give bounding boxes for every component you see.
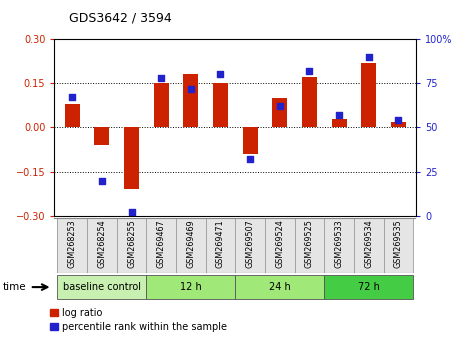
Point xyxy=(217,72,224,77)
Bar xyxy=(236,218,265,273)
Text: 24 h: 24 h xyxy=(269,282,291,292)
Bar xyxy=(302,77,317,127)
Text: GSM268255: GSM268255 xyxy=(127,219,136,268)
Text: GSM268254: GSM268254 xyxy=(97,219,106,268)
Bar xyxy=(57,275,146,299)
Point xyxy=(128,210,135,215)
Text: GSM269507: GSM269507 xyxy=(245,219,254,268)
Bar xyxy=(154,83,168,127)
Bar xyxy=(354,218,384,273)
Text: GSM269524: GSM269524 xyxy=(275,219,284,268)
Bar xyxy=(206,218,236,273)
Bar xyxy=(272,98,287,127)
Point xyxy=(335,112,343,118)
Point xyxy=(98,178,105,183)
Bar xyxy=(57,218,87,273)
Bar xyxy=(146,218,176,273)
Bar xyxy=(87,218,117,273)
Point xyxy=(69,95,76,100)
Point xyxy=(246,156,254,162)
Text: time: time xyxy=(2,282,26,292)
Point xyxy=(158,75,165,81)
Bar xyxy=(384,218,413,273)
Bar xyxy=(243,127,258,154)
Text: 12 h: 12 h xyxy=(180,282,201,292)
Text: GSM269534: GSM269534 xyxy=(364,219,373,268)
Text: GDS3642 / 3594: GDS3642 / 3594 xyxy=(69,12,171,25)
Text: GSM269467: GSM269467 xyxy=(157,219,166,268)
Bar xyxy=(361,63,376,127)
Bar xyxy=(295,218,324,273)
Bar xyxy=(265,218,295,273)
Point xyxy=(187,86,194,91)
Bar xyxy=(236,275,324,299)
Bar xyxy=(117,218,146,273)
Bar xyxy=(332,119,347,127)
Point xyxy=(394,118,402,123)
Point xyxy=(306,68,313,74)
Bar xyxy=(95,127,109,145)
Bar xyxy=(65,104,79,127)
Text: GSM269469: GSM269469 xyxy=(186,219,195,268)
Bar xyxy=(146,275,236,299)
Bar xyxy=(124,127,139,189)
Bar xyxy=(391,121,406,127)
Text: GSM268253: GSM268253 xyxy=(68,219,77,268)
Bar xyxy=(324,275,413,299)
Text: GSM269471: GSM269471 xyxy=(216,219,225,268)
Bar xyxy=(324,218,354,273)
Bar xyxy=(213,83,228,127)
Bar xyxy=(176,218,206,273)
Bar xyxy=(184,74,198,127)
Text: GSM269525: GSM269525 xyxy=(305,219,314,268)
Text: GSM269535: GSM269535 xyxy=(394,219,403,268)
Text: GSM269533: GSM269533 xyxy=(334,219,343,268)
Legend: log ratio, percentile rank within the sample: log ratio, percentile rank within the sa… xyxy=(50,308,228,332)
Point xyxy=(276,103,284,109)
Point xyxy=(365,54,373,59)
Text: baseline control: baseline control xyxy=(63,282,141,292)
Text: 72 h: 72 h xyxy=(358,282,380,292)
